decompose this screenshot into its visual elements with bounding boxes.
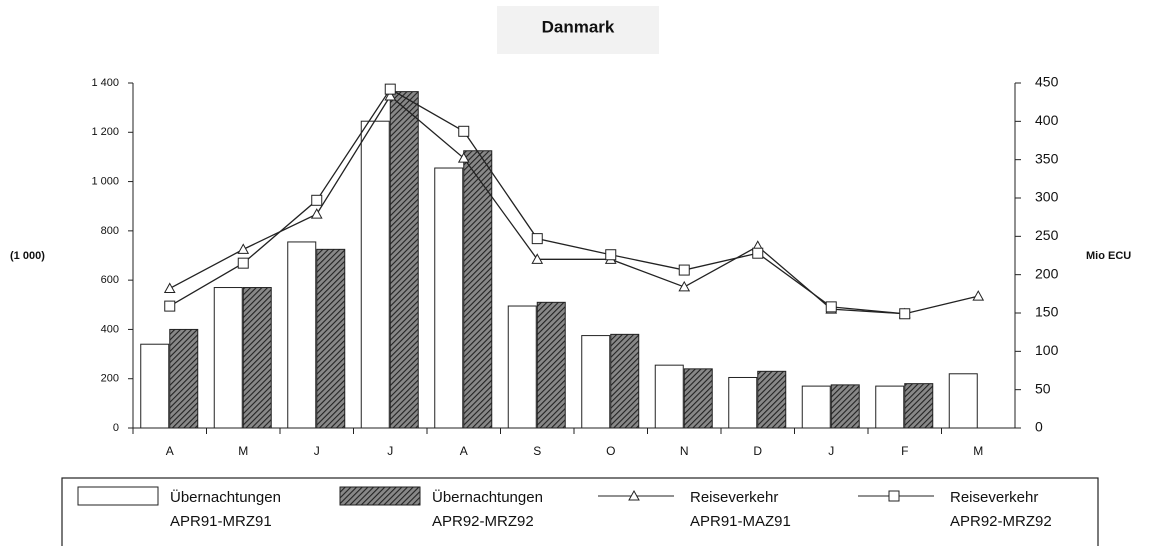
bar (757, 370, 787, 429)
y-tick-label: 1 200 (91, 126, 119, 138)
bar (536, 301, 566, 429)
bar (463, 150, 493, 429)
bar (287, 241, 317, 429)
y2-tick-label: 300 (1035, 189, 1059, 205)
bar (434, 167, 464, 429)
point (628, 489, 640, 501)
bar (242, 287, 272, 429)
y-tick-label: 0 (113, 422, 119, 434)
line (169, 95, 979, 315)
x-tick-label: M (973, 444, 983, 458)
y2-tick-label: 350 (1035, 150, 1059, 166)
bar (830, 384, 860, 429)
legend-swatch (77, 486, 159, 506)
x-tick-label: S (533, 444, 541, 458)
y2-tick-label: 50 (1035, 380, 1051, 396)
y-axis-label: (1 000) (10, 250, 45, 262)
chart-title: Danmark (542, 17, 615, 36)
point (384, 90, 397, 101)
bar (728, 376, 758, 429)
point (384, 83, 396, 95)
point (310, 208, 323, 219)
bar (169, 328, 199, 429)
x-tick-label: F (901, 444, 908, 458)
y2-axis-label: Mio ECU (1086, 250, 1131, 262)
point (164, 300, 176, 312)
x-tick-label: A (166, 444, 174, 458)
x-tick-label: J (828, 444, 834, 458)
y2-tick-label: 450 (1035, 74, 1059, 90)
bar (389, 91, 419, 429)
point (237, 243, 250, 254)
x-tick-label: N (680, 444, 689, 458)
bar (316, 248, 346, 429)
point (311, 194, 323, 206)
legend-box (61, 477, 1099, 546)
bar (581, 335, 611, 429)
bar (654, 364, 684, 429)
legend-label: Reiseverkehr APR91-MAZ91 (690, 489, 791, 530)
x-tick-label: D (753, 444, 762, 458)
point (458, 125, 470, 137)
y2-tick-label: 100 (1035, 342, 1059, 358)
y2-tick-label: 250 (1035, 227, 1059, 243)
line (169, 88, 905, 315)
bar (948, 373, 978, 429)
y2-tick-label: 0 (1035, 419, 1043, 435)
point (678, 264, 690, 276)
bar (683, 368, 713, 429)
bar (875, 385, 905, 429)
x-tick-label: J (314, 444, 320, 458)
point (752, 247, 764, 259)
x-tick-label: O (606, 444, 615, 458)
legend-label: Reiseverkehr APR92-MRZ92 (950, 489, 1052, 530)
point (825, 301, 837, 313)
x-tick-label: A (460, 444, 468, 458)
y2-tick-label: 200 (1035, 265, 1059, 281)
y2-tick-label: 400 (1035, 112, 1059, 128)
point (899, 308, 911, 320)
point (605, 249, 617, 261)
legend-label: Übernachtungen APR91-MRZ91 (170, 488, 281, 530)
bar (904, 383, 934, 429)
point (531, 233, 543, 245)
y-tick-label: 1 400 (91, 77, 119, 89)
x-tick-label: J (387, 444, 393, 458)
legend-swatch (339, 486, 421, 506)
legend-label: Übernachtungen APR92-MRZ92 (432, 488, 543, 530)
y-tick-label: 1 000 (91, 175, 119, 187)
y-tick-label: 400 (101, 323, 119, 335)
y-tick-label: 200 (101, 373, 119, 385)
point (237, 257, 249, 269)
y-tick-label: 800 (101, 225, 119, 237)
point (163, 282, 176, 293)
title-background (497, 6, 659, 54)
y2-tick-label: 150 (1035, 304, 1059, 320)
bar (610, 333, 640, 429)
bar (801, 385, 831, 429)
y-tick-label: 600 (101, 274, 119, 286)
point (457, 152, 470, 163)
bar (507, 305, 537, 429)
point (888, 490, 900, 502)
x-tick-label: M (238, 444, 248, 458)
point (678, 280, 691, 292)
bar (360, 120, 390, 429)
bar (140, 343, 170, 429)
point (531, 253, 544, 264)
bar (213, 287, 243, 429)
point (972, 290, 985, 301)
